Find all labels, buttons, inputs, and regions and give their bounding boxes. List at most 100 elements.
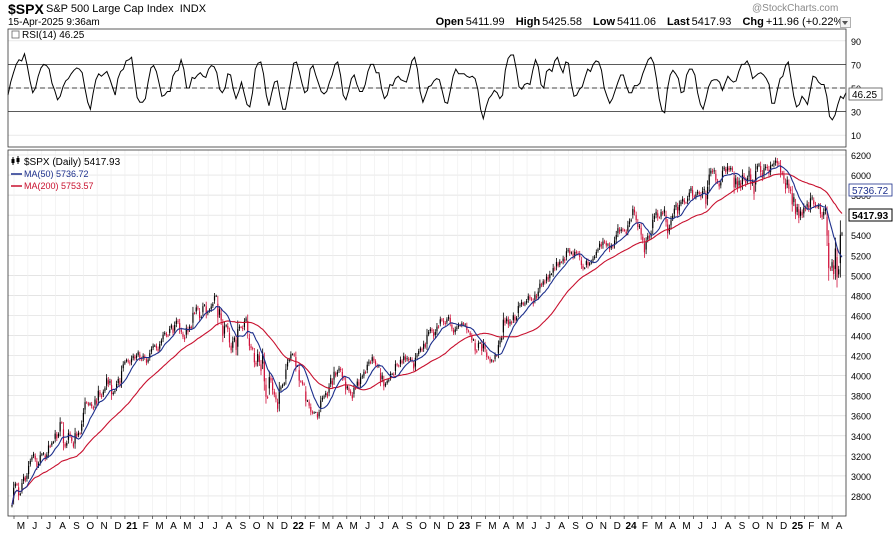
price-candle <box>489 356 491 364</box>
price-candle <box>348 386 350 393</box>
price-candle <box>545 273 548 284</box>
stockcharts-watermark: @StockCharts.com <box>752 3 839 14</box>
candle-body <box>203 304 206 306</box>
price-candle <box>526 298 528 305</box>
price-candle <box>28 461 30 479</box>
x-month-label: O <box>586 521 594 532</box>
price-candle <box>277 398 279 413</box>
price-candle <box>638 224 641 229</box>
price-candle <box>834 237 836 280</box>
x-month-label: O <box>752 521 760 532</box>
price-candle <box>127 358 129 364</box>
price-candle <box>658 216 660 219</box>
rsi-y-tick: 10 <box>851 131 861 141</box>
price-candle <box>814 201 817 209</box>
candle-body <box>184 337 186 340</box>
price-candle <box>760 161 762 177</box>
price-candle <box>311 410 314 415</box>
price-candle <box>358 379 360 389</box>
price-candle <box>521 299 523 307</box>
price-candle <box>286 358 289 370</box>
candle-body <box>140 358 143 360</box>
candle-body <box>210 306 212 309</box>
candle-body <box>584 268 586 269</box>
x-month-label: A <box>337 521 344 532</box>
x-month-label: M <box>183 521 191 532</box>
x-month-label: A <box>558 521 565 532</box>
x-month-label: 24 <box>626 521 638 532</box>
price-candle <box>804 205 807 212</box>
price-candle <box>330 374 332 388</box>
candle-body <box>582 265 584 269</box>
price-candle <box>233 336 236 343</box>
candle-body <box>469 332 471 335</box>
candle-body <box>356 381 358 386</box>
candle-body <box>730 167 732 170</box>
price-candle <box>426 328 428 350</box>
price-candle <box>799 207 802 221</box>
candle-body <box>731 168 734 170</box>
candle-body <box>235 339 237 350</box>
price-candle <box>56 431 58 442</box>
price-candle <box>111 379 113 400</box>
price-candle <box>252 346 254 351</box>
candle-body <box>129 362 131 364</box>
price-candle <box>106 374 108 390</box>
price-candle <box>640 222 642 240</box>
candle-body <box>471 335 473 340</box>
price-candle <box>213 292 216 304</box>
price-candle <box>841 231 843 236</box>
rsi-legend-checkbox[interactable] <box>11 30 20 39</box>
price-candle <box>692 185 694 200</box>
candle-body <box>579 254 581 258</box>
price-candle <box>406 355 408 362</box>
price-candle <box>696 189 699 196</box>
candle-body <box>111 385 113 395</box>
price-candle <box>414 352 416 372</box>
candle-body <box>247 320 249 333</box>
price-candle <box>826 206 828 247</box>
price-candle <box>781 170 783 176</box>
price-candle <box>645 237 647 255</box>
candle-body <box>672 215 674 219</box>
rsi-y-tick: 90 <box>851 37 861 47</box>
candle-body <box>39 455 41 462</box>
price-candle <box>227 323 229 333</box>
candle-body <box>406 358 408 360</box>
price-candle <box>497 340 499 359</box>
price-candle <box>663 206 665 217</box>
candle-body <box>89 403 91 405</box>
price-candle <box>672 213 674 222</box>
price-candle <box>223 321 226 339</box>
price-candle <box>79 432 81 435</box>
x-month-label: M <box>155 521 163 532</box>
candle-body <box>394 364 397 371</box>
candle-body <box>773 163 775 165</box>
price-candle <box>675 201 677 211</box>
price-candle <box>150 346 153 355</box>
candle-body <box>94 399 96 405</box>
candle-body <box>369 361 372 363</box>
x-month-label: A <box>170 521 177 532</box>
candle-body <box>517 306 519 314</box>
x-month-label: J <box>46 521 51 532</box>
candle-body <box>522 303 524 305</box>
candle-body <box>677 207 679 214</box>
candle-body <box>823 211 825 216</box>
candle-body <box>683 200 685 203</box>
price-candle <box>597 247 599 253</box>
candle-body <box>663 209 665 213</box>
price-candle <box>306 399 309 402</box>
candle-body <box>260 364 262 371</box>
x-month-label: S <box>73 521 80 532</box>
candle-body <box>14 483 16 487</box>
chart-menu-dropdown[interactable] <box>840 17 851 28</box>
candle-body <box>550 274 553 275</box>
candle-body <box>514 316 516 321</box>
candle-body <box>794 204 797 214</box>
price-candle <box>391 372 393 375</box>
price-candle <box>801 209 803 219</box>
candle-body <box>796 207 798 212</box>
price-candle <box>51 441 53 447</box>
